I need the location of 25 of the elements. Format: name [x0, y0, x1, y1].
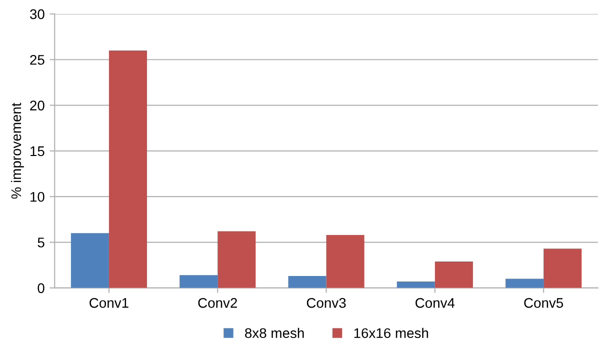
x-tick-label: Conv5	[524, 298, 564, 308]
bar	[396, 282, 435, 288]
x-tick-label: Conv3	[306, 298, 346, 308]
x-tick-label: Conv4	[416, 298, 455, 308]
y-tick-label: 10	[30, 192, 44, 202]
y-tick-label: 20	[30, 100, 44, 110]
bar	[180, 275, 218, 288]
x-tick-label: Conv1	[90, 298, 128, 308]
y-tick-label: 30	[30, 9, 44, 20]
bar	[544, 248, 582, 288]
bar	[326, 234, 364, 288]
y-axis-title: % improvement	[10, 102, 24, 199]
x-tick-label: Conv2	[198, 298, 237, 308]
y-tick-label: 15	[30, 146, 44, 156]
legend-label: 16x16 mesh	[354, 328, 428, 338]
y-tick-label: 25	[30, 54, 44, 65]
bar	[218, 231, 256, 288]
bar	[70, 233, 109, 288]
y-tick-label: 5	[38, 238, 44, 248]
y-tick-label: 0	[38, 283, 44, 294]
bar	[108, 50, 147, 288]
bar	[506, 278, 544, 288]
legend-label: 8x8 mesh	[245, 328, 304, 338]
bar	[434, 261, 473, 288]
bar	[288, 276, 326, 288]
